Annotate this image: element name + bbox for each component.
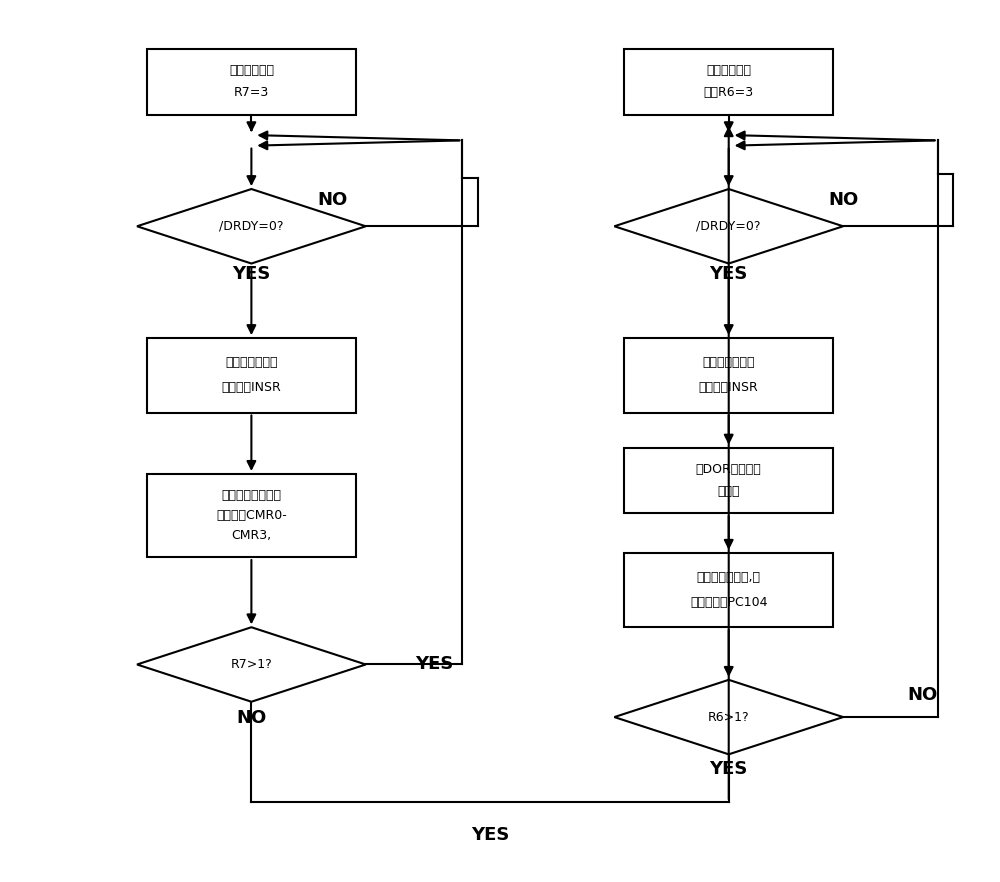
- Text: CMR3,: CMR3,: [231, 529, 271, 542]
- Text: /DRDY=0?: /DRDY=0?: [696, 220, 761, 233]
- Text: 结果发送给PC104: 结果发送给PC104: [690, 596, 767, 609]
- Bar: [147, 49, 356, 115]
- Text: 调写子程序将控制: 调写子程序将控制: [221, 489, 281, 502]
- Text: R7=3: R7=3: [234, 86, 269, 100]
- Text: 将DOR结果读入: 将DOR结果读入: [696, 463, 762, 475]
- Text: YES: YES: [710, 265, 748, 283]
- Text: YES: YES: [710, 759, 748, 778]
- Text: YES: YES: [415, 655, 454, 674]
- Text: NO: NO: [908, 686, 938, 704]
- Text: R6>1?: R6>1?: [708, 711, 750, 723]
- Polygon shape: [614, 189, 843, 264]
- Text: 之一R6=3: 之一R6=3: [704, 86, 754, 100]
- Polygon shape: [614, 680, 843, 754]
- Text: 调写子程序将写: 调写子程序将写: [225, 356, 278, 369]
- Bar: [147, 474, 356, 557]
- Text: 主程序初始化: 主程序初始化: [229, 64, 274, 77]
- Text: 命令写入CMR0-: 命令写入CMR0-: [216, 509, 287, 522]
- Text: 调串口发送程序,把: 调串口发送程序,把: [697, 571, 761, 584]
- Text: 单片机: 单片机: [717, 485, 740, 498]
- Bar: [147, 338, 356, 413]
- Bar: [624, 338, 833, 413]
- Text: 指令写入INSR: 指令写入INSR: [222, 381, 281, 394]
- Bar: [624, 447, 833, 513]
- Text: NO: NO: [236, 709, 267, 727]
- Polygon shape: [137, 189, 366, 264]
- Bar: [624, 553, 833, 627]
- Bar: [624, 49, 833, 115]
- Text: R7>1?: R7>1?: [231, 658, 272, 671]
- Text: YES: YES: [232, 265, 271, 283]
- Polygon shape: [137, 627, 366, 702]
- Text: /DRDY=0?: /DRDY=0?: [219, 220, 284, 233]
- Text: 选择三路通道: 选择三路通道: [706, 64, 751, 77]
- Text: NO: NO: [828, 191, 858, 209]
- Text: 指令写入INSR: 指令写入INSR: [699, 381, 759, 394]
- Text: YES: YES: [471, 826, 509, 844]
- Text: NO: NO: [318, 191, 348, 209]
- Text: 调写子程序将读: 调写子程序将读: [702, 356, 755, 369]
